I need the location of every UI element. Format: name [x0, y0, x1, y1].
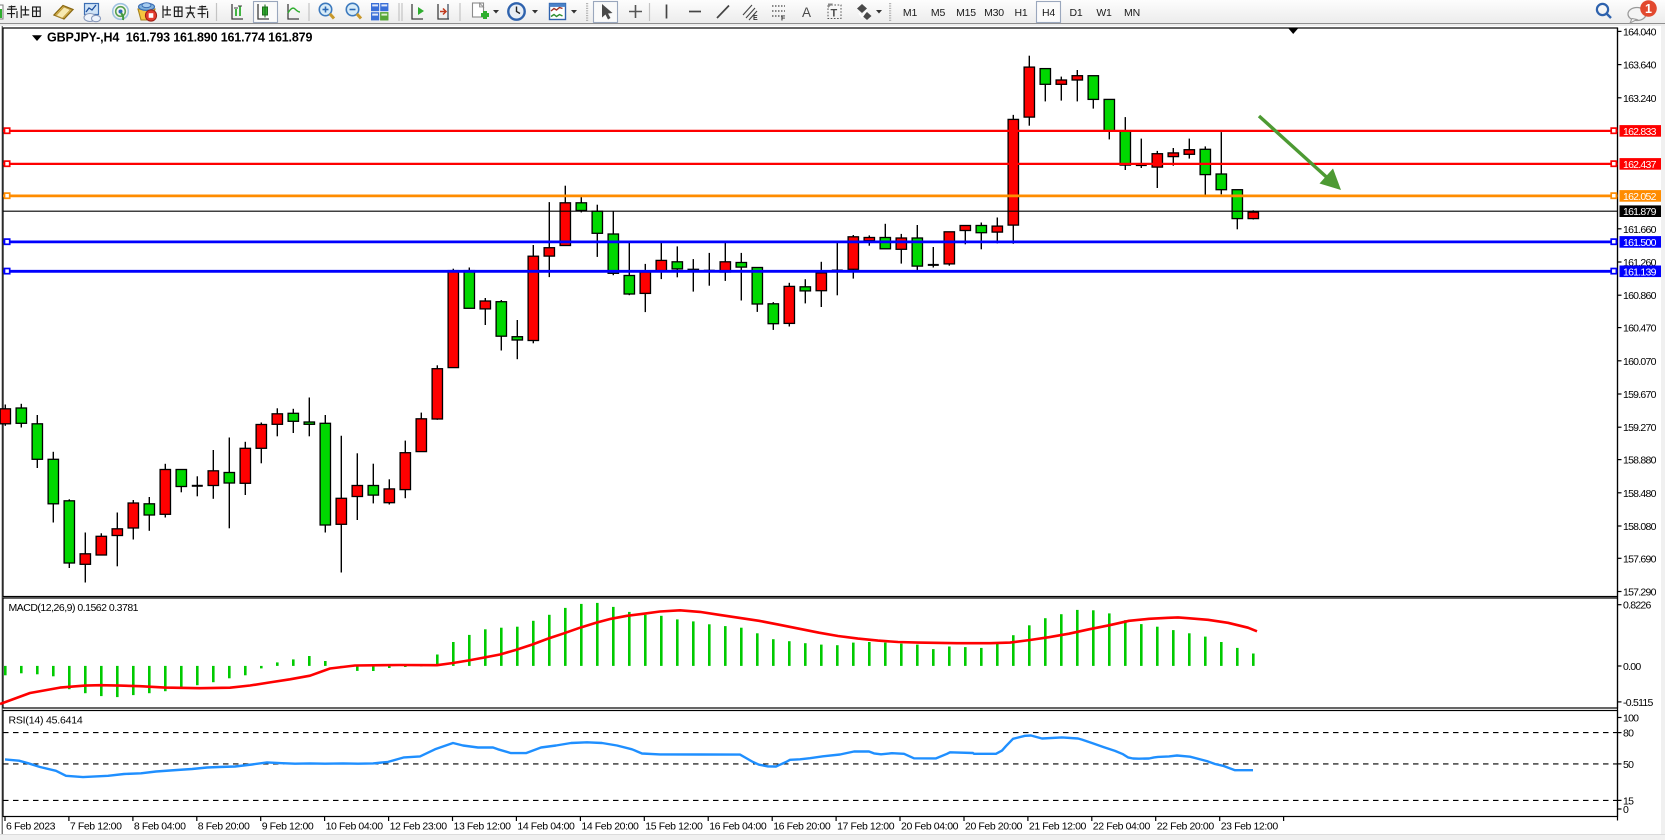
svg-text:D1: D1	[1069, 7, 1082, 19]
svg-text:T: T	[831, 8, 838, 20]
svg-text:160.470: 160.470	[1623, 323, 1657, 335]
svg-text:MN: MN	[1124, 7, 1140, 19]
svg-text:160.860: 160.860	[1623, 290, 1657, 302]
svg-text:163.240: 163.240	[1623, 93, 1657, 105]
svg-text:16 Feb 20:00: 16 Feb 20:00	[773, 821, 831, 833]
svg-text:M15: M15	[956, 7, 976, 19]
svg-text:158.880: 158.880	[1623, 455, 1657, 467]
svg-text:100: 100	[1623, 713, 1639, 725]
svg-text:RSI(14) 45.6414: RSI(14) 45.6414	[9, 715, 83, 727]
svg-text:MACD(12,26,9) 0.1562 0.3781: MACD(12,26,9) 0.1562 0.3781	[9, 602, 139, 614]
svg-text:159.270: 159.270	[1623, 422, 1657, 434]
svg-text:17 Feb 12:00: 17 Feb 12:00	[837, 821, 895, 833]
svg-text:16 Feb 04:00: 16 Feb 04:00	[709, 821, 767, 833]
svg-text:F: F	[781, 16, 786, 23]
svg-text:15: 15	[1623, 795, 1634, 807]
svg-text:14 Feb 20:00: 14 Feb 20:00	[581, 821, 639, 833]
svg-text:161.500: 161.500	[1623, 237, 1657, 249]
svg-text:22 Feb 04:00: 22 Feb 04:00	[1093, 821, 1151, 833]
svg-text:161.139: 161.139	[1623, 266, 1657, 278]
svg-text:0.8226: 0.8226	[1623, 600, 1652, 612]
svg-text:W1: W1	[1096, 7, 1112, 19]
svg-text:M1: M1	[903, 7, 918, 19]
svg-text:GBPJPY-,H4 161.793 161.890 16: GBPJPY-,H4 161.793 161.890 161.774 161.8…	[47, 31, 312, 45]
svg-text:M30: M30	[984, 7, 1004, 19]
svg-text:H4: H4	[1042, 7, 1055, 19]
svg-text:M5: M5	[931, 7, 946, 19]
svg-text:158.080: 158.080	[1623, 521, 1657, 533]
svg-text:20 Feb 04:00: 20 Feb 04:00	[901, 821, 959, 833]
svg-text:162.437: 162.437	[1623, 159, 1657, 171]
svg-text:80: 80	[1623, 728, 1634, 740]
svg-text:164.040: 164.040	[1623, 26, 1657, 38]
svg-text:161.879: 161.879	[1623, 206, 1657, 218]
svg-text:13 Feb 12:00: 13 Feb 12:00	[454, 821, 512, 833]
svg-text:157.690: 157.690	[1623, 553, 1657, 565]
svg-text:-0.5115: -0.5115	[1623, 697, 1653, 709]
svg-text:159.670: 159.670	[1623, 389, 1657, 401]
svg-text:15 Feb 12:00: 15 Feb 12:00	[645, 821, 703, 833]
svg-text:161.660: 161.660	[1623, 224, 1657, 236]
svg-text:20 Feb 20:00: 20 Feb 20:00	[965, 821, 1023, 833]
svg-text:163.640: 163.640	[1623, 60, 1657, 72]
svg-text:0.00: 0.00	[1623, 661, 1641, 673]
svg-text:8 Feb 20:00: 8 Feb 20:00	[198, 821, 250, 833]
svg-text:22 Feb 20:00: 22 Feb 20:00	[1157, 821, 1215, 833]
svg-text:A: A	[802, 5, 811, 20]
svg-text:160.070: 160.070	[1623, 356, 1657, 368]
svg-text:E: E	[753, 15, 758, 22]
svg-text:158.480: 158.480	[1623, 488, 1657, 500]
svg-text:50: 50	[1623, 759, 1634, 771]
svg-text:162.833: 162.833	[1623, 126, 1657, 138]
svg-text:162.052: 162.052	[1623, 191, 1657, 203]
svg-text:H1: H1	[1014, 7, 1027, 19]
svg-text:157.290: 157.290	[1623, 587, 1657, 599]
svg-text:1: 1	[1645, 2, 1652, 16]
svg-text:0: 0	[1623, 804, 1629, 816]
svg-text:10 Feb 04:00: 10 Feb 04:00	[326, 821, 384, 833]
svg-text:8 Feb 04:00: 8 Feb 04:00	[134, 821, 186, 833]
svg-text:6 Feb 2023: 6 Feb 2023	[6, 821, 56, 833]
svg-text:9 Feb 12:00: 9 Feb 12:00	[262, 821, 314, 833]
svg-text:14 Feb 04:00: 14 Feb 04:00	[517, 821, 575, 833]
svg-text:7 Feb 12:00: 7 Feb 12:00	[70, 821, 122, 833]
svg-text:23 Feb 12:00: 23 Feb 12:00	[1221, 821, 1279, 833]
svg-text:21 Feb 12:00: 21 Feb 12:00	[1029, 821, 1087, 833]
svg-text:12 Feb 23:00: 12 Feb 23:00	[390, 821, 448, 833]
